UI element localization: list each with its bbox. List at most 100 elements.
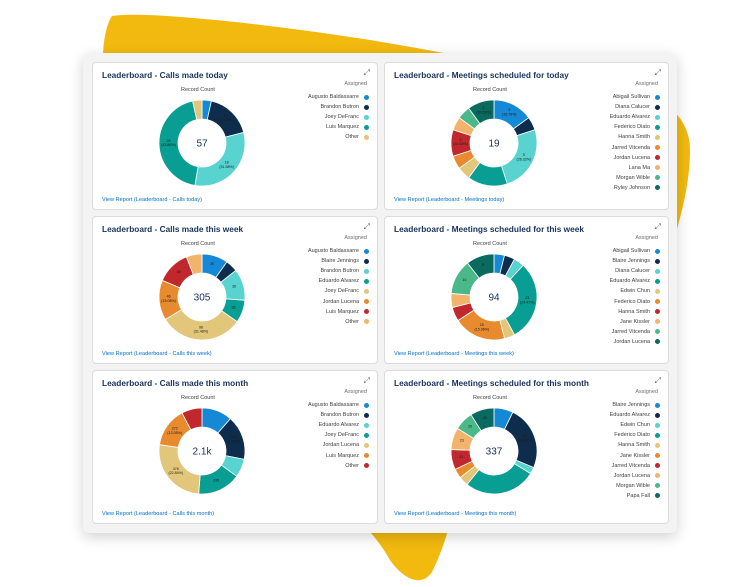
legend-item-hanna-smith[interactable]: Hanna Smith bbox=[610, 132, 660, 142]
slice-label: 295 bbox=[213, 478, 219, 482]
expand-icon[interactable]: ⤢ bbox=[654, 222, 661, 231]
legend-item-morgan-wible[interactable]: Morgan Wible bbox=[610, 481, 660, 491]
legend-item-jarred-vitcenda[interactable]: Jarred Vitcenda bbox=[610, 142, 660, 152]
legend-item-joey-defranc[interactable]: Joey DeFranc bbox=[308, 112, 369, 122]
view-report-link[interactable]: View Report (Leaderboard - Calls today) bbox=[102, 197, 203, 203]
legend-label: Blaire Jennings bbox=[612, 402, 650, 409]
legend-item-ryley-johnson[interactable]: Ryley Johnson bbox=[610, 183, 660, 193]
expand-icon[interactable]: ⤢ bbox=[654, 376, 661, 385]
legend-item-jordan-lucena[interactable]: Jordan Lucena bbox=[610, 471, 660, 481]
legend-item-other[interactable]: Other bbox=[308, 461, 369, 471]
slice-other[interactable] bbox=[192, 99, 203, 121]
expand-icon[interactable]: ⤢ bbox=[654, 68, 661, 77]
legend-item-eduardo-alvarez[interactable]: Eduardo Alvarez bbox=[308, 420, 369, 430]
legend-item-blaire-jennings[interactable]: Blaire Jennings bbox=[308, 256, 369, 266]
legend-item-blaire-jennings[interactable]: Blaire Jennings bbox=[610, 400, 660, 410]
legend-swatch bbox=[655, 493, 660, 499]
legend-label: Other bbox=[345, 462, 359, 469]
legend-swatch bbox=[364, 278, 369, 284]
legend-item-jane-kissler[interactable]: Jane Kissler bbox=[610, 317, 660, 327]
legend-item-luis-marquez[interactable]: Luis Marquez bbox=[308, 307, 369, 317]
legend-label: Other bbox=[345, 134, 359, 141]
card-title: Leaderboard - Meetings scheduled for thi… bbox=[394, 224, 584, 234]
legend-item-other[interactable]: Other bbox=[308, 132, 369, 142]
legend-item-joey-defranc[interactable]: Joey DeFranc bbox=[308, 430, 369, 440]
legend-swatch bbox=[655, 94, 660, 100]
legend-item-federico-diato[interactable]: Federico Diato bbox=[610, 430, 660, 440]
expand-icon[interactable]: ⤢ bbox=[363, 376, 370, 385]
view-report-link[interactable]: View Report (Leaderboard - Meetings this… bbox=[394, 351, 514, 357]
legend-item-hanna-smith[interactable]: Hanna Smith bbox=[610, 440, 660, 450]
legend: Assigned Augusto Baldassarre Brandon Butro… bbox=[308, 81, 369, 142]
legend-item-eduardo-alvarez[interactable]: Eduardo Alvarez bbox=[308, 276, 369, 286]
legend-item-abigail-sullivan[interactable]: Abigail Sullivan bbox=[610, 246, 660, 256]
legend-item-augusto-baldassarre[interactable]: Augusto Baldassarre bbox=[308, 92, 369, 102]
legend-item-eduardo-alvarez[interactable]: Eduardo Alvarez bbox=[610, 276, 660, 286]
legend-item-morgan-wible[interactable]: Morgan Wible bbox=[610, 173, 660, 183]
legend-item-brandon-butron[interactable]: Brandon Butron bbox=[308, 410, 369, 420]
legend-swatch bbox=[364, 114, 369, 120]
legend-swatch bbox=[655, 155, 660, 161]
legend-item-luis-marquez[interactable]: Luis Marquez bbox=[308, 450, 369, 460]
expand-icon[interactable]: ⤢ bbox=[363, 222, 370, 231]
record-count-label: Record Count bbox=[181, 87, 215, 93]
legend-item-eduardo-alvarez[interactable]: Eduardo Alvarez bbox=[610, 112, 660, 122]
slice-other[interactable] bbox=[181, 407, 203, 431]
legend-item-joey-defranc[interactable]: Joey DeFranc bbox=[308, 286, 369, 296]
slice-label: 18 (31.58%) bbox=[219, 161, 234, 169]
legend-title: Assigned bbox=[635, 389, 658, 395]
legend-item-brandon-butron[interactable]: Brandon Butron bbox=[308, 102, 369, 112]
legend-label: Hanna Smith bbox=[618, 308, 650, 315]
slice-label: 39 bbox=[177, 270, 181, 274]
legend-item-diana-calucer[interactable]: Diana Calucer bbox=[610, 266, 660, 276]
legend-item-augusto-baldassarre[interactable]: Augusto Baldassarre bbox=[308, 246, 369, 256]
slice-jordan-lucena[interactable] bbox=[467, 253, 495, 279]
legend-swatch bbox=[364, 319, 369, 325]
legend-label: Brandon Butron bbox=[320, 104, 359, 111]
total-value: 19 bbox=[488, 139, 500, 150]
legend-item-hanna-smith[interactable]: Hanna Smith bbox=[610, 307, 660, 317]
legend-item-jane-kissler[interactable]: Jane Kissler bbox=[610, 450, 660, 460]
legend-item-federico-diato[interactable]: Federico Diato bbox=[610, 296, 660, 306]
slice-label: 36 bbox=[232, 284, 236, 288]
view-report-link[interactable]: View Report (Leaderboard - Meetings toda… bbox=[394, 197, 505, 203]
legend-item-other[interactable]: Other bbox=[308, 317, 369, 327]
legend-item-eduardo-alvarez[interactable]: Eduardo Alvarez bbox=[610, 410, 660, 420]
legend-swatch bbox=[364, 453, 369, 459]
legend-swatch bbox=[655, 309, 660, 315]
legend-item-edwin-chun[interactable]: Edwin Chun bbox=[610, 286, 660, 296]
legend-item-papa-fall[interactable]: Papa Fall bbox=[610, 491, 660, 501]
view-report-link[interactable]: View Report (Leaderboard - Calls this mo… bbox=[102, 511, 215, 517]
legend-item-blaire-jennings[interactable]: Blaire Jennings bbox=[610, 256, 660, 266]
legend-item-edwin-chun[interactable]: Edwin Chun bbox=[610, 420, 660, 430]
legend-item-augusto-baldassarre[interactable]: Augusto Baldassarre bbox=[308, 400, 369, 410]
slice-ryley-johnson[interactable] bbox=[468, 99, 495, 125]
view-report-link[interactable]: View Report (Leaderboard - Calls this we… bbox=[102, 351, 212, 357]
legend-item-jordan-lucena[interactable]: Jordan Lucena bbox=[308, 440, 369, 450]
legend-item-lana-ma[interactable]: Lana Ma bbox=[610, 163, 660, 173]
record-count-label: Record Count bbox=[473, 395, 507, 401]
legend-swatch bbox=[364, 309, 369, 315]
legend-label: Jordan Lucena bbox=[613, 338, 650, 345]
legend-item-jordan-lucena[interactable]: Jordan Lucena bbox=[610, 153, 660, 163]
slice-luis-marquez[interactable] bbox=[158, 100, 199, 186]
slice-label: 303 (15.5%) bbox=[227, 435, 240, 443]
slice-other[interactable] bbox=[185, 253, 203, 276]
legend-item-jordan-lucena[interactable]: Jordan Lucena bbox=[308, 296, 369, 306]
legend-swatch bbox=[655, 278, 660, 284]
legend-item-federico-diato[interactable]: Federico Diato bbox=[610, 122, 660, 132]
slice-papa-fall[interactable] bbox=[470, 407, 495, 432]
slice-label: 3 (15.79%) bbox=[502, 108, 517, 116]
record-count-label: Record Count bbox=[473, 87, 507, 93]
legend-item-jarred-vitcenda[interactable]: Jarred Vitcenda bbox=[610, 327, 660, 337]
legend-item-jordan-lucena[interactable]: Jordan Lucena bbox=[610, 337, 660, 347]
legend-item-diana-calucer[interactable]: Diana Calucer bbox=[610, 102, 660, 112]
legend-item-abigail-sullivan[interactable]: Abigail Sullivan bbox=[610, 92, 660, 102]
slice-label: 96 (31.48%) bbox=[194, 325, 209, 333]
legend-item-jarred-vitcenda[interactable]: Jarred Vitcenda bbox=[610, 461, 660, 471]
legend-item-brandon-butron[interactable]: Brandon Butron bbox=[308, 266, 369, 276]
expand-icon[interactable]: ⤢ bbox=[363, 68, 370, 77]
legend-item-luis-marquez[interactable]: Luis Marquez bbox=[308, 122, 369, 132]
view-report-link[interactable]: View Report (Leaderboard - Meetings this… bbox=[394, 511, 517, 517]
legend-label: Papa Fall bbox=[626, 492, 650, 499]
